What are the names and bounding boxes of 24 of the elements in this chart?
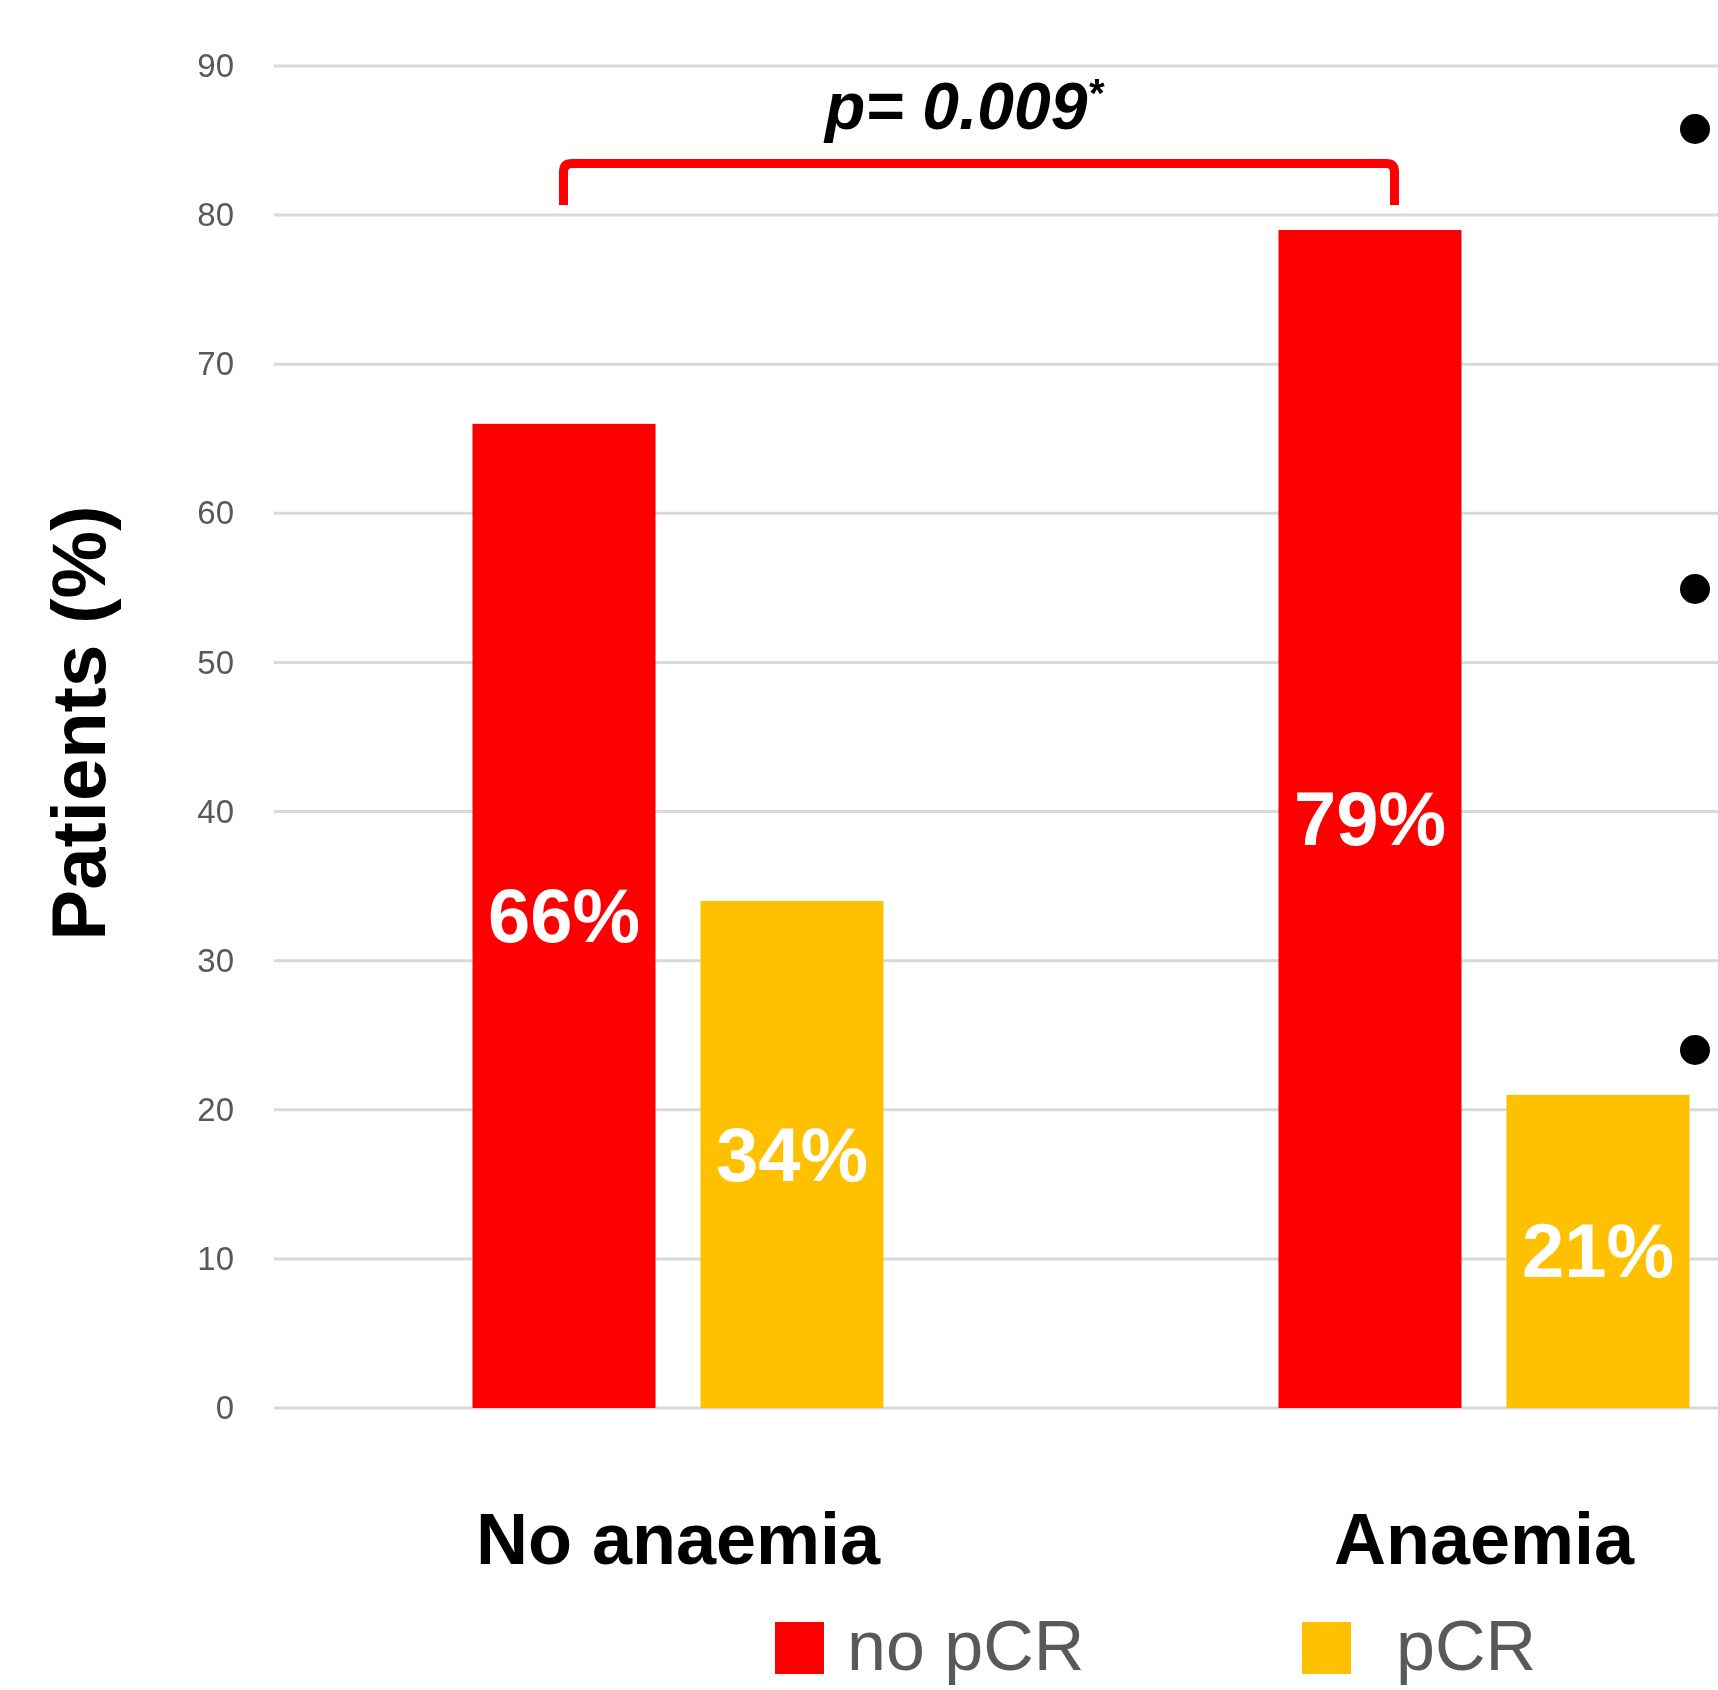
data-label: 34% bbox=[715, 1111, 869, 1197]
annotation: p= 0.009$^{*}$ bbox=[823, 69, 1106, 143]
x-tick-label: No anaemia bbox=[475, 1499, 882, 1580]
y-tick-label: 60 bbox=[197, 494, 234, 532]
bar bbox=[1506, 1094, 1690, 1408]
y-tick-label: 80 bbox=[197, 196, 234, 234]
y-tick-label: 10 bbox=[197, 1239, 234, 1277]
y-tick-label: 0 bbox=[215, 1389, 234, 1427]
data-label: 79% bbox=[1293, 776, 1447, 862]
y-tick-label: 30 bbox=[197, 941, 234, 979]
y-axis-title: Patients (%) bbox=[36, 505, 121, 941]
legend-label: pCR bbox=[1396, 1607, 1537, 1685]
y-tick-label: 50 bbox=[197, 643, 234, 681]
bar bbox=[700, 901, 884, 1408]
y-tick-label: 90 bbox=[197, 47, 234, 85]
y-tick-label: 20 bbox=[197, 1090, 234, 1128]
x-tick-label: Anaemia bbox=[1333, 1499, 1636, 1580]
y-tick-label: 70 bbox=[197, 345, 234, 383]
y-tick-label: 40 bbox=[197, 792, 234, 830]
bar bbox=[1278, 230, 1462, 1408]
data-label: 21% bbox=[1521, 1208, 1675, 1294]
bar bbox=[472, 423, 656, 1408]
legend-label: no pCR bbox=[847, 1607, 1085, 1685]
data-label: 66% bbox=[487, 872, 641, 958]
